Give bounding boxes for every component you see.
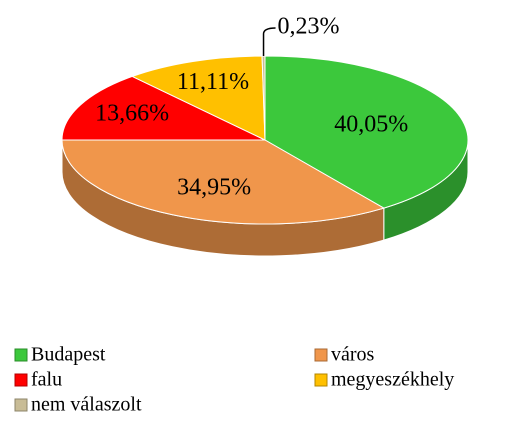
data-label: 40,05% xyxy=(334,111,408,137)
legend-swatch xyxy=(14,348,28,362)
legend-swatch xyxy=(14,373,28,387)
legend-swatch xyxy=(314,373,328,387)
legend-swatch xyxy=(14,398,28,412)
pie-slice xyxy=(61,75,266,141)
legend-label: Budapest xyxy=(31,344,106,366)
data-label: 13,66% xyxy=(95,100,169,126)
legend-label: falu xyxy=(31,369,62,391)
pie-slice xyxy=(130,55,266,141)
data-label: 34,95% xyxy=(177,175,251,201)
pie-slice xyxy=(261,55,266,141)
data-label: 11,11% xyxy=(177,69,249,95)
legend-label: megyeszékhely xyxy=(331,369,454,391)
legend-swatch xyxy=(314,348,328,362)
pie-slice xyxy=(61,139,386,225)
pie-slice xyxy=(264,55,469,209)
data-label: 0,23% xyxy=(278,14,340,40)
legend-label: nem válaszolt xyxy=(31,394,142,416)
leader-line xyxy=(262,27,276,57)
legend-label: város xyxy=(331,344,375,366)
